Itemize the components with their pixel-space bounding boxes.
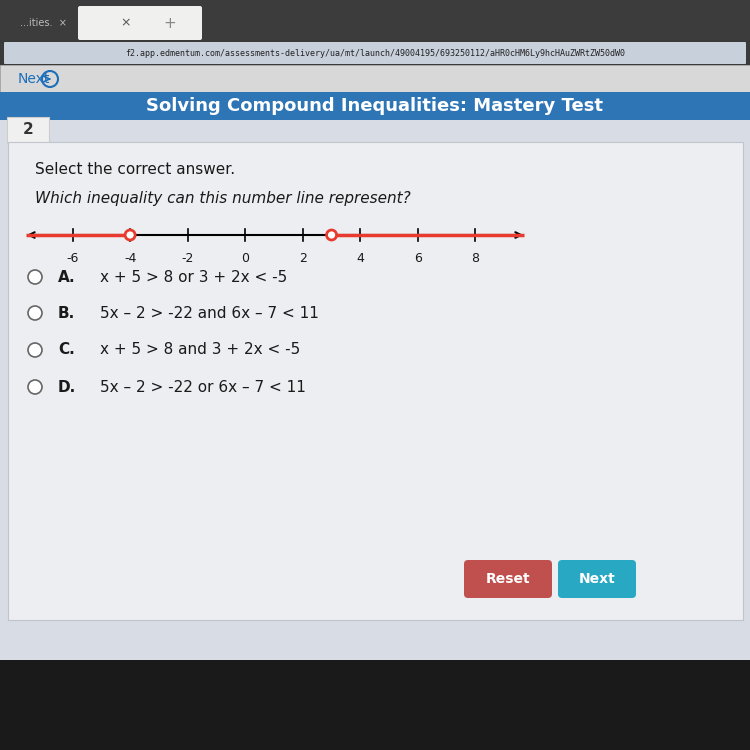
FancyBboxPatch shape [558, 560, 636, 598]
FancyBboxPatch shape [78, 6, 202, 40]
Text: ×: × [120, 16, 130, 29]
FancyBboxPatch shape [0, 92, 750, 120]
Text: -4: -4 [124, 252, 136, 265]
Text: Reset: Reset [486, 572, 530, 586]
Text: 8: 8 [472, 252, 479, 265]
FancyBboxPatch shape [0, 0, 750, 40]
Text: 2: 2 [22, 122, 33, 137]
FancyBboxPatch shape [0, 0, 750, 70]
Text: x + 5 > 8 and 3 + 2x < -5: x + 5 > 8 and 3 + 2x < -5 [100, 343, 300, 358]
FancyBboxPatch shape [464, 560, 552, 598]
Text: Select the correct answer.: Select the correct answer. [35, 163, 236, 178]
Text: Next: Next [579, 572, 615, 586]
Text: 5x – 2 > -22 and 6x – 7 < 11: 5x – 2 > -22 and 6x – 7 < 11 [100, 305, 319, 320]
Text: 2: 2 [298, 252, 307, 265]
Text: 6: 6 [414, 252, 422, 265]
Text: -2: -2 [182, 252, 194, 265]
Text: 5x – 2 > -22 or 6x – 7 < 11: 5x – 2 > -22 or 6x – 7 < 11 [100, 380, 306, 394]
Text: 0: 0 [242, 252, 249, 265]
FancyBboxPatch shape [7, 117, 49, 143]
Text: B.: B. [58, 305, 75, 320]
Text: x + 5 > 8 or 3 + 2x < -5: x + 5 > 8 or 3 + 2x < -5 [100, 269, 287, 284]
Text: Next: Next [18, 72, 50, 86]
FancyBboxPatch shape [0, 65, 750, 92]
Text: -6: -6 [66, 252, 79, 265]
Circle shape [28, 306, 42, 320]
Text: ...ities.  ×: ...ities. × [20, 18, 67, 28]
Circle shape [28, 380, 42, 394]
Circle shape [28, 343, 42, 357]
FancyBboxPatch shape [0, 650, 750, 750]
Text: Which inequality can this number line represent?: Which inequality can this number line re… [35, 190, 411, 206]
Circle shape [326, 230, 337, 240]
FancyBboxPatch shape [4, 42, 746, 64]
FancyBboxPatch shape [8, 142, 743, 620]
FancyBboxPatch shape [0, 120, 750, 660]
Text: C.: C. [58, 343, 75, 358]
Circle shape [125, 230, 135, 240]
Text: 4: 4 [356, 252, 364, 265]
Text: D.: D. [58, 380, 76, 394]
Text: Solving Compound Inequalities: Mastery Test: Solving Compound Inequalities: Mastery T… [146, 97, 604, 115]
Text: f2.app.edmentum.com/assessments-delivery/ua/mt/launch/49004195/693250112/aHR0cHM: f2.app.edmentum.com/assessments-delivery… [125, 49, 625, 58]
Text: +: + [164, 16, 176, 31]
Circle shape [28, 270, 42, 284]
FancyBboxPatch shape [0, 40, 750, 65]
Text: A.: A. [58, 269, 76, 284]
